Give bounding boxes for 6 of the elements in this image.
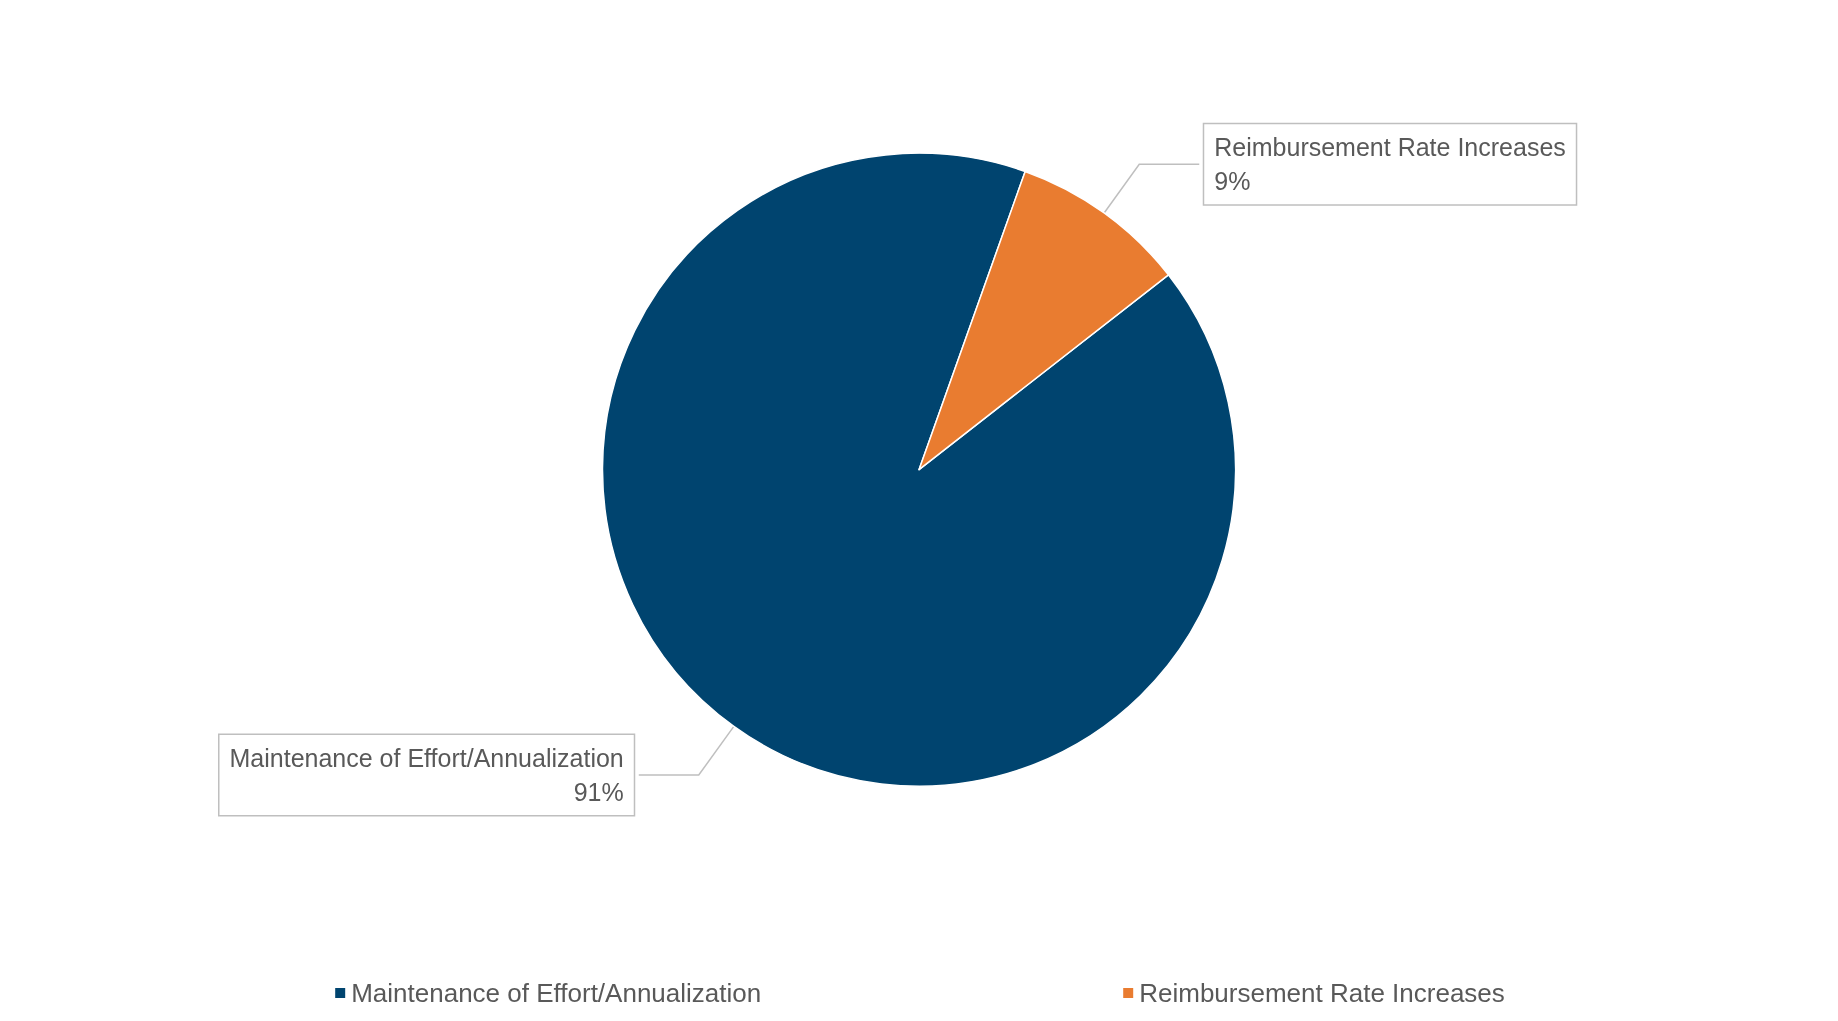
legend-label: Reimbursement Rate Increases bbox=[1139, 978, 1505, 1008]
slice-label: Reimbursement Rate Increases bbox=[1214, 133, 1566, 162]
data-label: 9% bbox=[1214, 167, 1251, 196]
data-label: 91% bbox=[573, 778, 624, 807]
legend-label: Maintenance of Effort/Annualization bbox=[351, 978, 762, 1008]
slice-label: Maintenance of Effort/Annualization bbox=[229, 744, 624, 773]
